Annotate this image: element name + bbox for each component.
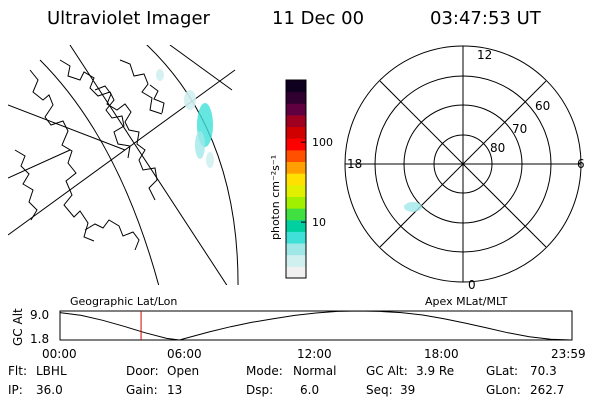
altitude-line xyxy=(59,310,572,341)
colorbar-segment xyxy=(286,138,306,151)
alt-xtick-2359: 23:59 xyxy=(551,347,586,361)
alt-ylabel: GC Alt xyxy=(11,308,25,346)
status-mode-label: Mode: xyxy=(246,364,283,378)
map-meridian xyxy=(8,69,236,236)
colorbar-segment xyxy=(286,80,306,93)
colorbar-unit-label: photon cm⁻²s⁻¹ xyxy=(269,155,282,240)
colorbar-segment xyxy=(286,266,306,279)
status-glat-value: 70.3 xyxy=(530,364,557,378)
status-filter-label: Flt: xyxy=(8,364,27,378)
status-block: Flt: LBHL IP: 36.0 Door: Open Gain: 13 M… xyxy=(8,364,564,397)
coastline-3 xyxy=(94,85,158,201)
mlt-label-0: 0 xyxy=(468,278,476,292)
header-date: 11 Dec 00 xyxy=(272,8,364,29)
header-time: 03:47:53 UT xyxy=(430,8,542,29)
status-filter-value: LBHL xyxy=(36,364,67,378)
colorbar-segment xyxy=(286,231,306,244)
coastline-7 xyxy=(14,149,38,221)
map-panel-label: Geographic Lat/Lon xyxy=(70,295,177,308)
mlt-label-18: 18 xyxy=(347,157,362,171)
status-glat-label: GLat: xyxy=(486,364,518,378)
alt-ytick-1.8: 1.8 xyxy=(30,332,49,346)
status-door-label: Door: xyxy=(126,364,159,378)
coastline-6 xyxy=(149,84,165,114)
colorbar-segment xyxy=(286,219,306,232)
polar-plot xyxy=(344,45,582,283)
colorbar-segment xyxy=(286,126,306,139)
status-gain-value: 13 xyxy=(167,383,182,397)
instrument-title: Ultraviolet Imager xyxy=(47,8,211,29)
alt-xtick-0000: 00:00 xyxy=(42,347,77,361)
status-glon-label: GLon: xyxy=(486,383,521,397)
colorbar-tick-label: 100 xyxy=(312,136,333,149)
status-glon-value: 262.7 xyxy=(530,383,564,397)
colorbar-segment xyxy=(286,184,306,197)
status-ip-value: 36.0 xyxy=(36,383,63,397)
colorbar-tick-label: 10 xyxy=(312,216,326,229)
polar-panel-label: Apex MLat/MLT xyxy=(425,295,508,308)
lat-label-70: 70 xyxy=(512,122,527,136)
geographic-map-panel xyxy=(8,45,239,285)
colorbar-segment xyxy=(286,114,306,128)
status-gcalt-value: 3.9 Re xyxy=(416,364,454,378)
altitude-plot: GC Alt 9.0 1.8 00:00 06:00 12:00 18:00 2… xyxy=(11,308,586,361)
colorbar: 100 10 photon cm⁻²s⁻¹ xyxy=(269,79,333,279)
status-seq-value: 39 xyxy=(400,383,415,397)
status-dsp-value: 6.0 xyxy=(300,383,319,397)
mlt-label-6: 6 xyxy=(577,157,585,171)
status-dsp-label: Dsp: xyxy=(246,383,273,397)
coastline-4 xyxy=(119,59,163,115)
alt-xtick-0600: 06:00 xyxy=(167,347,202,361)
colorbar-segment xyxy=(286,149,306,163)
status-gain-label: Gain: xyxy=(126,383,158,397)
map-lat-circle xyxy=(146,45,239,285)
colorbar-segment xyxy=(286,91,306,104)
lat-label-60: 60 xyxy=(535,99,550,113)
coastline xyxy=(29,69,95,242)
map-meridian-4 xyxy=(69,45,228,285)
alt-ytick-9: 9.0 xyxy=(30,308,49,322)
polar-aurora xyxy=(404,202,422,212)
map-meridian-2 xyxy=(8,149,71,179)
lat-label-80: 80 xyxy=(490,141,505,155)
status-gcalt-label: GC Alt: xyxy=(366,364,408,378)
colorbar-segment xyxy=(286,173,306,186)
map-lat-circle-2 xyxy=(39,59,160,285)
map-meridian-5 xyxy=(169,45,233,91)
colorbar-segment xyxy=(286,254,306,267)
status-mode-value: Normal xyxy=(293,364,336,378)
alt-xtick-1800: 18:00 xyxy=(424,347,459,361)
status-ip-label: IP: xyxy=(8,383,23,397)
coastline-5 xyxy=(84,219,140,251)
colorbar-segment xyxy=(286,161,306,174)
alt-xtick-1200: 12:00 xyxy=(297,347,332,361)
colorbar-segment xyxy=(286,208,306,221)
status-door-value: Open xyxy=(167,364,199,378)
mlt-label-12: 12 xyxy=(477,48,492,62)
colorbar-segment xyxy=(286,196,306,209)
colorbar-segment xyxy=(286,103,306,116)
colorbar-segment xyxy=(286,243,306,256)
aurora-emission xyxy=(156,69,214,168)
status-seq-label: Seq: xyxy=(366,383,393,397)
coastline-2 xyxy=(59,59,131,159)
